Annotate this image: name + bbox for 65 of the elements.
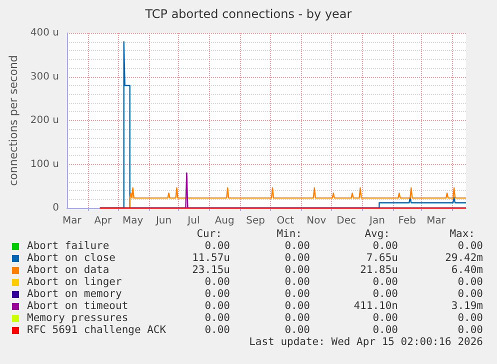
- text: 0.00: [284, 264, 310, 276]
- text: 0.00: [284, 324, 310, 336]
- x-tick-label: Dec: [336, 216, 356, 226]
- x-tick-label: Mar: [62, 216, 82, 226]
- x-tick-label: Feb: [398, 216, 416, 226]
- text: 6.40m: [451, 264, 483, 276]
- legend-label: Memory pressures: [27, 312, 128, 324]
- x-tick-label: Oct: [276, 216, 294, 226]
- text: 0.00: [204, 300, 230, 312]
- y-tick-label: 300 u: [30, 71, 59, 82]
- y-tick-label: 200 u: [30, 115, 59, 126]
- text: Cur:: [196, 228, 222, 240]
- text: 11.57u: [192, 252, 230, 264]
- text: 0.00: [204, 240, 230, 252]
- text: 21.85u: [360, 264, 398, 276]
- text: 0.00: [458, 312, 483, 324]
- x-tick-label: Aug: [214, 216, 234, 226]
- text: Max:: [450, 228, 475, 240]
- text: 0.00: [204, 324, 230, 336]
- text: 0.00: [372, 324, 398, 336]
- text: 0.00: [284, 252, 310, 264]
- text: 0.00: [284, 276, 310, 288]
- x-tick-label: Mar: [426, 216, 446, 226]
- text: 0.00: [458, 276, 483, 288]
- x-tick-label: Sep: [246, 216, 265, 226]
- text: 7.65u: [366, 252, 398, 264]
- legend-label: RFC 5691 challenge ACK: [27, 324, 166, 336]
- legend-label: Abort on timeout: [27, 300, 128, 312]
- chart-title: TCP aborted connections - by year: [144, 7, 352, 21]
- text: 0.00: [284, 300, 310, 312]
- text: 0.00: [372, 288, 398, 300]
- text: 0.00: [284, 312, 310, 324]
- legend-label: Abort on close: [27, 252, 116, 264]
- legend-label: Abort failure: [27, 240, 110, 252]
- text: 0.00: [372, 312, 398, 324]
- text: 0.00: [372, 276, 398, 288]
- text: 0.00: [372, 240, 398, 252]
- legend-label: Abort on linger: [27, 276, 122, 288]
- x-tick-label: Jun: [154, 216, 172, 226]
- text: Avg:: [364, 228, 390, 240]
- text: 0.00: [204, 312, 230, 324]
- y-tick-label: 0: [52, 202, 59, 214]
- x-tick-label: Nov: [306, 216, 326, 226]
- y-tick-label: 100 u: [30, 158, 59, 170]
- text: 0.00: [284, 288, 310, 300]
- x-tick-label: May: [122, 216, 144, 226]
- x-tick-label: Jul: [186, 216, 200, 226]
- text: 411.10n: [354, 300, 398, 312]
- text: 3.19m: [451, 300, 483, 312]
- text: 0.00: [458, 324, 483, 336]
- text: Min:: [276, 228, 302, 240]
- x-tick-label: Jan: [368, 216, 385, 226]
- text: 0.00: [204, 288, 230, 300]
- text: 0.00: [458, 288, 483, 300]
- text: 29.42m: [445, 252, 483, 264]
- text: 23.15u: [192, 264, 230, 276]
- legend-label: Abort on data: [27, 264, 110, 276]
- legend-label: Abort on memory: [27, 288, 122, 300]
- text: Last update: Wed Apr 15 02:00:16 2026: [249, 336, 483, 348]
- y-tick-label: 400 u: [30, 28, 59, 38]
- text: 0.00: [458, 240, 483, 252]
- x-tick-label: Apr: [94, 216, 112, 226]
- text: 0.00: [284, 240, 310, 252]
- text: 0.00: [204, 276, 230, 288]
- y-axis-title: connections per second: [7, 55, 20, 186]
